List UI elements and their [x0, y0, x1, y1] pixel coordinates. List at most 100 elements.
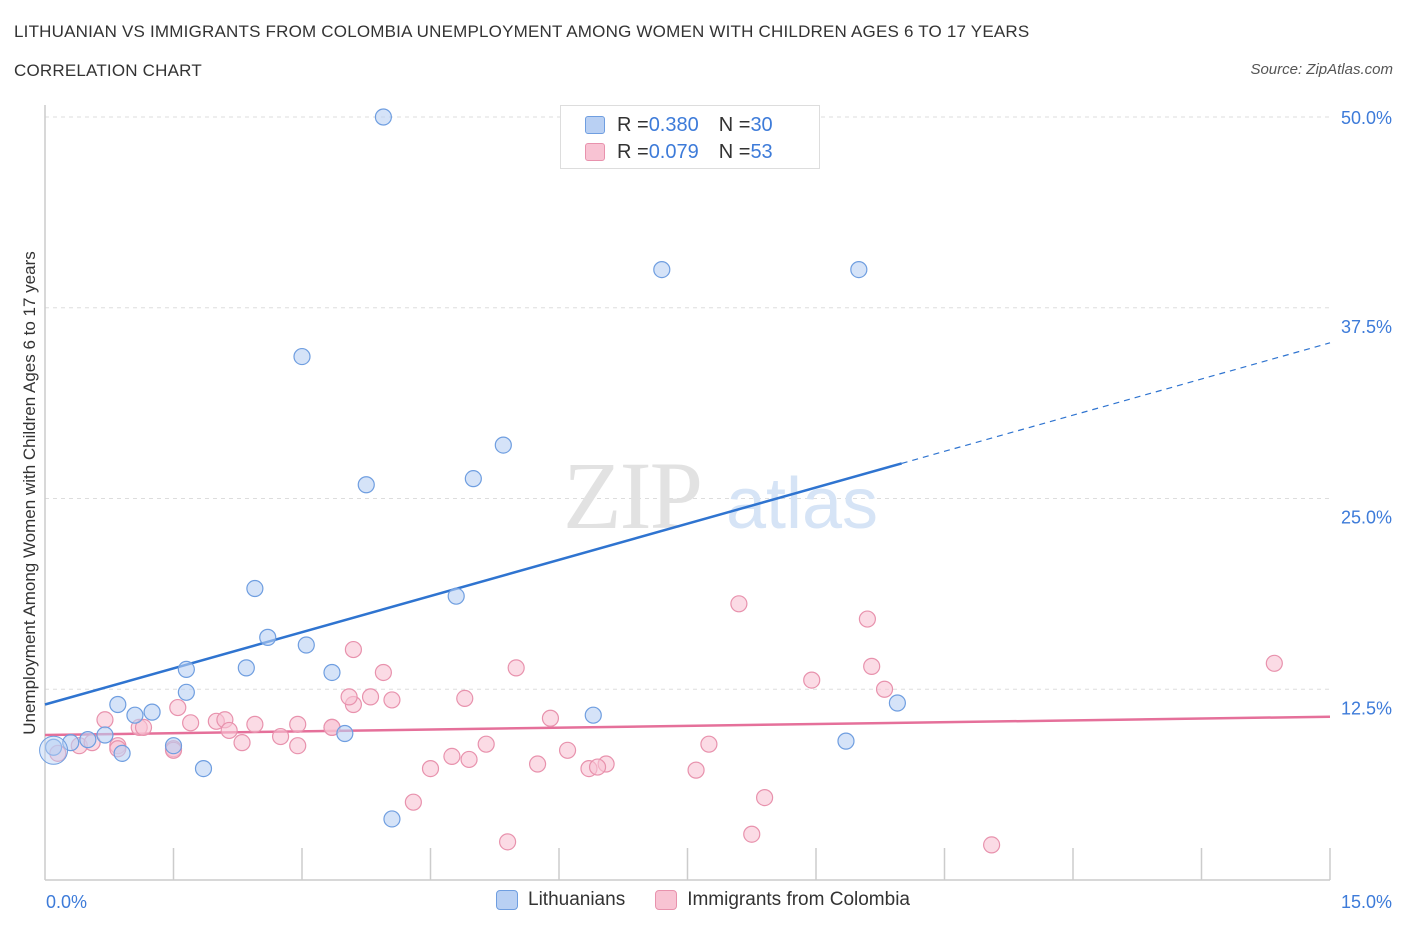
colombia-point: [983, 836, 1001, 854]
colombia-point: [246, 715, 264, 733]
r-value: 0.380: [648, 113, 699, 136]
source-credit: Source: ZipAtlas.com: [1250, 61, 1393, 78]
colombia-trend-line: [44, 715, 1331, 737]
lithuanians-point: [109, 695, 127, 714]
legend-item-colombia[interactable]: Immigrants from Colombia: [655, 889, 910, 911]
r-value: 0.079: [648, 140, 699, 163]
colombia-point: [443, 747, 461, 765]
colombia-point: [700, 735, 718, 753]
y-tick-label: 50.0%: [1341, 108, 1392, 128]
lithuanians-point: [888, 694, 906, 712]
lithuanians-point: [336, 724, 354, 743]
colombia-point: [361, 688, 380, 706]
colombia-point: [374, 663, 392, 682]
lithuanians-point: [464, 470, 482, 488]
lithuanians-point: [177, 660, 195, 679]
n-label: N =: [718, 113, 751, 136]
stats-legend: R = 0.380 N = 30 R = 0.079 N = 53: [560, 105, 820, 169]
colombia-point: [875, 680, 894, 698]
legend-item-lithuanians[interactable]: Lithuanians: [496, 889, 625, 911]
axes: [44, 105, 1331, 881]
series-legend: Lithuanians Immigrants from Colombia: [0, 889, 1406, 911]
lithuanians-point: [194, 760, 213, 778]
lithuanians-point: [293, 347, 311, 366]
lithuanians-point: [126, 706, 144, 724]
lithuanians-point: [297, 636, 315, 654]
data-points: [39, 108, 1283, 854]
watermark: ZIP atlas: [563, 442, 878, 549]
lithuanians-point: [164, 737, 183, 755]
y-tick-label: 25.0%: [1341, 508, 1392, 528]
lithuanians-point: [113, 744, 131, 762]
stats-row-colombia: R = 0.079 N = 53: [585, 139, 773, 165]
lithuanians-point: [837, 732, 855, 750]
y-tick-label: 37.5%: [1341, 317, 1392, 337]
lithuanians-point-cluster: [39, 735, 69, 765]
lithuanians-point: [653, 261, 671, 279]
n-value: 30: [750, 113, 773, 136]
colombia-swatch: [585, 143, 605, 161]
n-label: N =: [718, 140, 751, 163]
colombia-point: [233, 734, 251, 752]
lithuanians-point: [374, 108, 392, 126]
colombia-legend-swatch: [655, 890, 678, 910]
lithuanians-point: [44, 738, 63, 756]
lithuanians-point: [323, 663, 341, 682]
colombia-point: [687, 761, 705, 779]
colombia-point: [456, 689, 474, 708]
lithuanians-trend-extension: [901, 342, 1331, 464]
y-axis-label: Unemployment Among Women with Children A…: [20, 251, 39, 735]
y-tick-label: 12.5%: [1341, 698, 1392, 718]
lithuanians-point: [259, 628, 277, 646]
colombia-point: [755, 788, 774, 807]
lithuanians-point: [357, 476, 375, 494]
colombia-point: [460, 750, 478, 769]
colombia-point: [1265, 654, 1283, 672]
lithuanians-trend-line: [44, 462, 903, 706]
chart-title: LITHUANIAN VS IMMIGRANTS FROM COLOMBIA U…: [14, 22, 1030, 41]
grid-lines: [45, 116, 1330, 690]
colombia-point: [803, 671, 821, 689]
lithuanians-point: [177, 683, 195, 701]
lithuanians-point: [850, 261, 868, 279]
colombia-point: [404, 793, 422, 811]
lithuanians-point: [237, 659, 255, 677]
lithuanians-point: [79, 731, 97, 749]
lithuanians-point: [143, 703, 161, 721]
x-tick-label-max: 15.0%: [1341, 892, 1392, 912]
colombia-point: [182, 714, 200, 732]
x-tick-label-min: 0.0%: [46, 892, 87, 912]
colombia-point: [383, 691, 401, 709]
lithuanians-point: [447, 587, 465, 605]
colombia-point: [558, 741, 577, 759]
lithuanians-point: [246, 579, 264, 598]
colombia-point: [169, 698, 187, 717]
colombia-point: [499, 833, 517, 851]
chart-subtitle: CORRELATION CHART: [14, 61, 202, 80]
lithuanians-legend-swatch: [496, 890, 518, 910]
lithuanians-swatch: [585, 116, 605, 134]
colombia-point: [421, 760, 440, 778]
colombia-point: [858, 610, 877, 628]
legend-label-colombia: Immigrants from Colombia: [687, 889, 910, 910]
legend-label-lithuanians: Lithuanians: [528, 889, 626, 910]
lithuanians-point: [494, 436, 512, 454]
r-label: R =: [617, 140, 649, 163]
colombia-point: [134, 718, 153, 737]
colombia-point: [507, 659, 525, 677]
colombia-point: [344, 640, 362, 659]
colombia-point: [96, 711, 114, 729]
watermark-zip: ZIP: [563, 442, 701, 549]
colombia-point: [289, 737, 307, 755]
lithuanians-point: [96, 726, 114, 744]
colombia-point: [528, 755, 547, 773]
stats-row-lithuanians: R = 0.380 N = 30: [585, 112, 773, 138]
r-label: R =: [617, 113, 649, 136]
tick-labels: 12.5% 25.0% 37.5% 50.0% 0.0% 15.0%: [46, 108, 1392, 912]
colombia-point: [730, 595, 748, 613]
colombia-point: [220, 721, 238, 740]
colombia-point: [743, 825, 761, 843]
n-value: 53: [750, 140, 773, 163]
colombia-point: [541, 709, 560, 727]
